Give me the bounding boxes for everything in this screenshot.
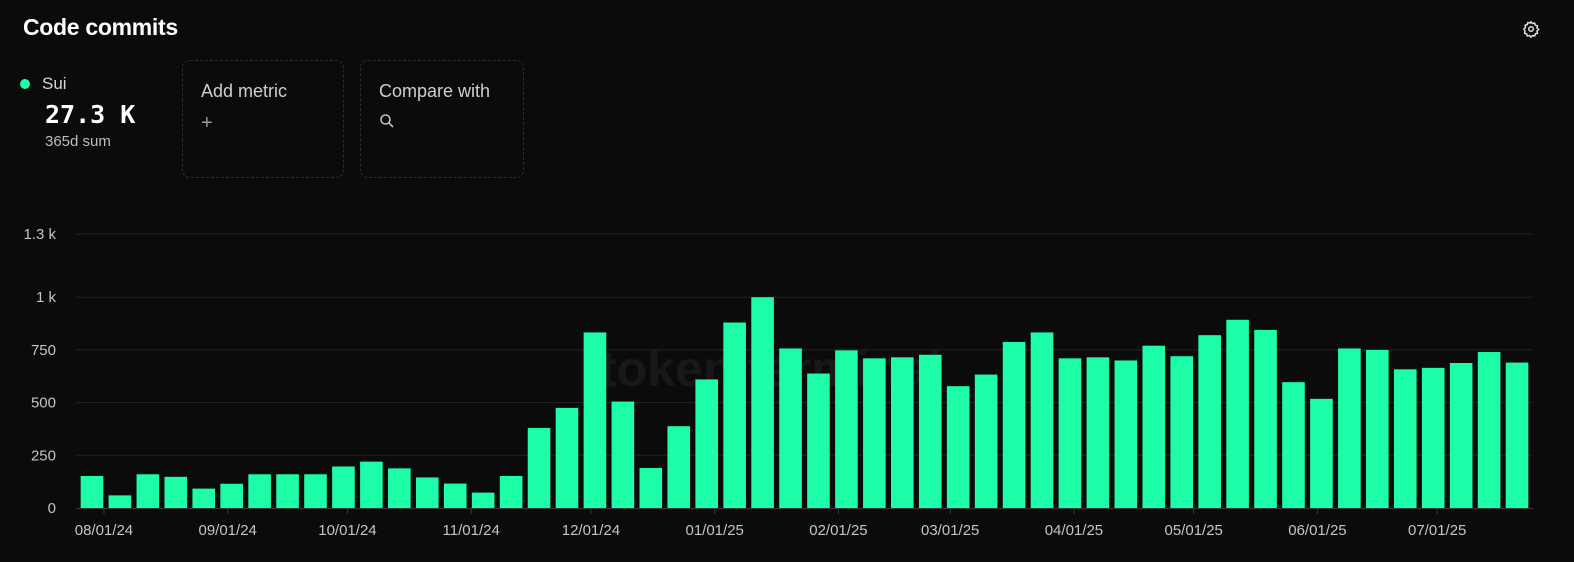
bar	[304, 474, 327, 508]
x-tick-label: 02/01/25	[809, 522, 867, 539]
bar	[1477, 352, 1501, 508]
bar	[388, 468, 411, 508]
page-title: Code commits	[23, 14, 178, 40]
bar	[471, 492, 495, 508]
bar	[1114, 360, 1138, 508]
metric-value: 27.3 K	[45, 100, 136, 129]
bar	[1449, 362, 1473, 508]
bar	[1002, 341, 1026, 508]
x-tick-label: 03/01/25	[921, 522, 979, 539]
bar	[835, 350, 858, 508]
settings-button[interactable]	[1518, 16, 1544, 42]
bar	[220, 483, 243, 508]
bar	[80, 475, 104, 508]
bar	[1505, 362, 1529, 508]
bar	[1198, 335, 1221, 508]
x-tick-label: 12/01/24	[562, 522, 620, 539]
bar	[1421, 367, 1445, 508]
x-tick-label: 06/01/25	[1288, 522, 1346, 539]
bar	[499, 475, 523, 508]
add-metric-label: Add metric	[201, 81, 288, 101]
x-tick-label: 05/01/25	[1165, 522, 1223, 539]
bar	[332, 466, 355, 508]
bar	[1086, 357, 1110, 508]
metric-summary: Sui 27.3 K 365d sum	[20, 74, 170, 164]
x-tick-label: 09/01/24	[198, 522, 256, 539]
bar	[136, 474, 160, 508]
x-tick-label: 01/01/25	[685, 522, 743, 539]
gear-icon	[1522, 20, 1540, 38]
search-icon	[379, 113, 395, 134]
bar	[1310, 398, 1333, 508]
bar	[611, 401, 635, 508]
x-tick-label: 08/01/24	[75, 522, 133, 539]
y-tick-label: 1.3 k	[23, 226, 56, 243]
bar	[751, 297, 774, 508]
x-tick-label: 04/01/25	[1045, 522, 1103, 539]
bar	[1338, 348, 1361, 508]
plus-icon: +	[201, 112, 213, 134]
bar	[946, 386, 970, 508]
bar	[443, 483, 467, 508]
y-tick-label: 0	[48, 500, 56, 517]
x-tick-label: 10/01/24	[318, 522, 376, 539]
series-color-dot	[20, 79, 30, 89]
y-tick-label: 250	[31, 447, 56, 464]
bar	[1366, 349, 1389, 508]
y-tick-label: 500	[31, 395, 56, 412]
bar	[1226, 319, 1249, 508]
compare-with-label: Compare with	[379, 81, 491, 101]
bar	[276, 474, 299, 508]
bar	[192, 488, 216, 508]
bar	[667, 426, 691, 508]
bar	[1142, 345, 1166, 508]
bar	[415, 477, 439, 508]
x-tick-label: 07/01/25	[1408, 522, 1466, 539]
bar	[1282, 382, 1305, 508]
bar	[248, 474, 271, 508]
bar	[974, 374, 998, 508]
bar	[555, 407, 579, 508]
bar	[583, 332, 607, 508]
bar	[918, 354, 942, 508]
bar	[639, 467, 663, 508]
bar	[1170, 356, 1194, 508]
bar	[1254, 329, 1277, 508]
bar	[1393, 369, 1417, 508]
bar	[695, 379, 719, 508]
bar	[863, 358, 886, 508]
bar	[807, 373, 830, 508]
add-metric-button[interactable]: Add metric +	[182, 60, 344, 178]
y-tick-label: 1 k	[36, 289, 57, 306]
bar	[164, 476, 188, 508]
metric-name: Sui	[42, 74, 67, 93]
bar	[1030, 332, 1054, 508]
bar	[1058, 358, 1082, 508]
bar	[108, 495, 132, 508]
bar	[360, 461, 383, 508]
metric-subtitle: 365d sum	[45, 133, 111, 150]
bar	[890, 357, 914, 508]
bar	[527, 427, 551, 508]
y-tick-label: 750	[31, 342, 56, 359]
bar	[779, 348, 802, 508]
compare-with-button[interactable]: Compare with	[360, 60, 524, 178]
bar	[723, 322, 746, 508]
x-tick-label: 11/01/24	[443, 522, 500, 539]
